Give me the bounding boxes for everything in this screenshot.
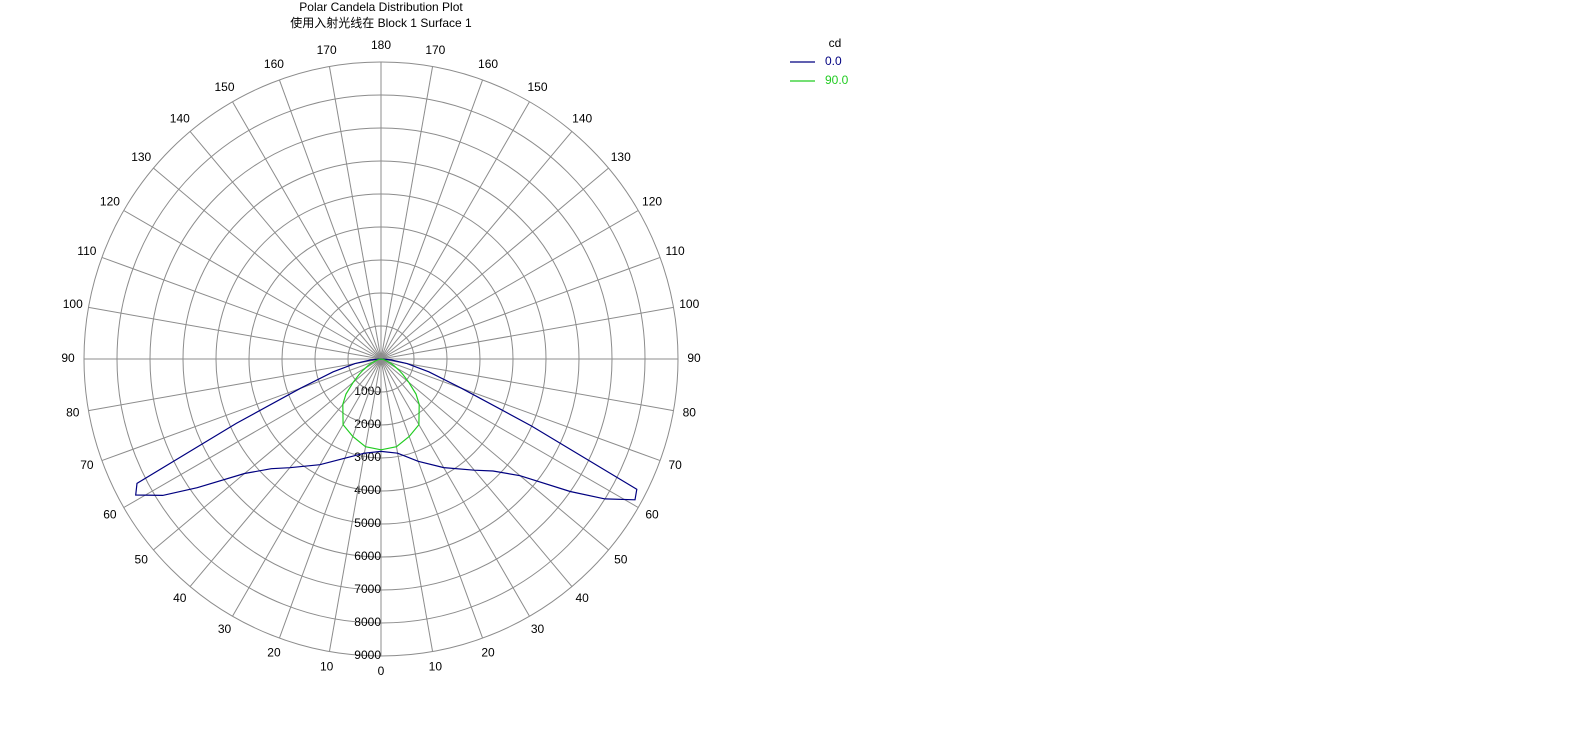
- angle-tick-label: 110: [666, 244, 685, 258]
- grid-spoke: [88, 358, 382, 412]
- series-line: [342, 358, 420, 451]
- angle-tick-label: 70: [668, 458, 682, 472]
- grid-spoke: [278, 79, 382, 360]
- angle-tick-label: 80: [683, 406, 697, 420]
- grid-spoke: [380, 358, 530, 617]
- grid-spoke: [232, 101, 382, 360]
- grid-spoke: [380, 66, 434, 360]
- grid-spoke: [380, 358, 434, 652]
- angle-tick-label: 100: [679, 297, 699, 311]
- grid-spoke: [380, 358, 661, 462]
- angle-tick-label: 40: [576, 591, 590, 605]
- grid-spoke: [380, 358, 639, 508]
- series-line: [135, 358, 638, 501]
- angle-tick-label: 90: [61, 351, 75, 365]
- grid-spoke: [88, 306, 382, 360]
- grid-spoke: [189, 131, 382, 360]
- grid-spoke: [278, 358, 382, 639]
- grid-spoke: [380, 167, 609, 360]
- angle-tick-label: 110: [77, 244, 96, 258]
- angle-tick-label: 120: [100, 195, 120, 209]
- plot-area: 0.0 90.0: [135, 54, 849, 501]
- angle-tick-label: 50: [135, 552, 149, 566]
- grid-spoke: [380, 358, 484, 639]
- grid-spoke: [232, 358, 382, 617]
- angle-tick-label: 30: [218, 622, 232, 636]
- grid-spoke: [380, 79, 484, 360]
- angle-tick-label: 60: [645, 508, 659, 522]
- grid-spoke: [380, 101, 530, 360]
- angle-tick-label: 160: [264, 57, 284, 71]
- grid-spoke: [380, 358, 573, 587]
- angle-tick-label: 0: [378, 664, 385, 678]
- angle-tick-label: 40: [173, 591, 187, 605]
- angle-tick-label: 70: [80, 458, 94, 472]
- grid-spoke: [189, 358, 382, 587]
- legend-label: 0.0: [825, 54, 842, 68]
- grid-spoke: [101, 256, 382, 360]
- legend-title: cd: [829, 36, 842, 50]
- angle-tick-label: 30: [531, 622, 545, 636]
- chart-subtitle: 使用入射光线在 Block 1 Surface 1: [290, 15, 472, 30]
- angle-tick-label: 10: [320, 659, 334, 673]
- angle-tick-label: 180: [371, 38, 391, 52]
- grid-spoke: [101, 358, 382, 462]
- angle-tick-label: 150: [214, 80, 234, 94]
- legend-label: 90.0: [825, 73, 849, 87]
- angle-tick-label: 20: [267, 645, 281, 659]
- angle-tick-label: 10: [429, 659, 443, 673]
- angle-tick-label: 120: [642, 195, 662, 209]
- grid-spoke: [380, 358, 609, 551]
- angle-tick-label: 90: [687, 351, 701, 365]
- r-tick-label: 4000: [354, 483, 381, 497]
- grid-spoke: [380, 131, 573, 360]
- r-tick-label: 9000: [354, 648, 381, 662]
- grid-spoke: [123, 358, 382, 508]
- r-tick-label: 5000: [354, 516, 381, 530]
- angle-tick-label: 20: [481, 645, 495, 659]
- grid-spoke: [380, 256, 661, 360]
- grid-spoke: [328, 358, 382, 652]
- angle-tick-label: 170: [425, 43, 445, 57]
- angle-tick-label: 80: [66, 406, 80, 420]
- grid-spoke: [380, 358, 674, 412]
- angle-tick-label: 150: [527, 80, 547, 94]
- r-tick-label: 6000: [354, 549, 381, 563]
- angle-tick-label: 130: [131, 150, 151, 164]
- r-tick-label: 8000: [354, 615, 381, 629]
- r-tick-label: 7000: [354, 582, 381, 596]
- grid-spoke: [380, 306, 674, 360]
- r-tick-label: 2000: [354, 417, 381, 431]
- grid-spoke: [380, 210, 639, 360]
- angle-tick-label: 100: [63, 297, 83, 311]
- angle-tick-label: 140: [572, 111, 592, 125]
- grid-spoke: [123, 210, 382, 360]
- grid-spoke: [328, 66, 382, 360]
- angle-tick-label: 130: [611, 150, 631, 164]
- angle-tick-label: 140: [170, 111, 190, 125]
- angle-tick-label: 160: [478, 57, 498, 71]
- angle-tick-label: 50: [614, 552, 628, 566]
- angle-tick-label: 170: [317, 43, 337, 57]
- angle-tick-label: 60: [103, 508, 117, 522]
- chart-title: Polar Candela Distribution Plot: [299, 0, 463, 14]
- grid-spoke: [153, 167, 382, 360]
- grid-spoke: [153, 358, 382, 551]
